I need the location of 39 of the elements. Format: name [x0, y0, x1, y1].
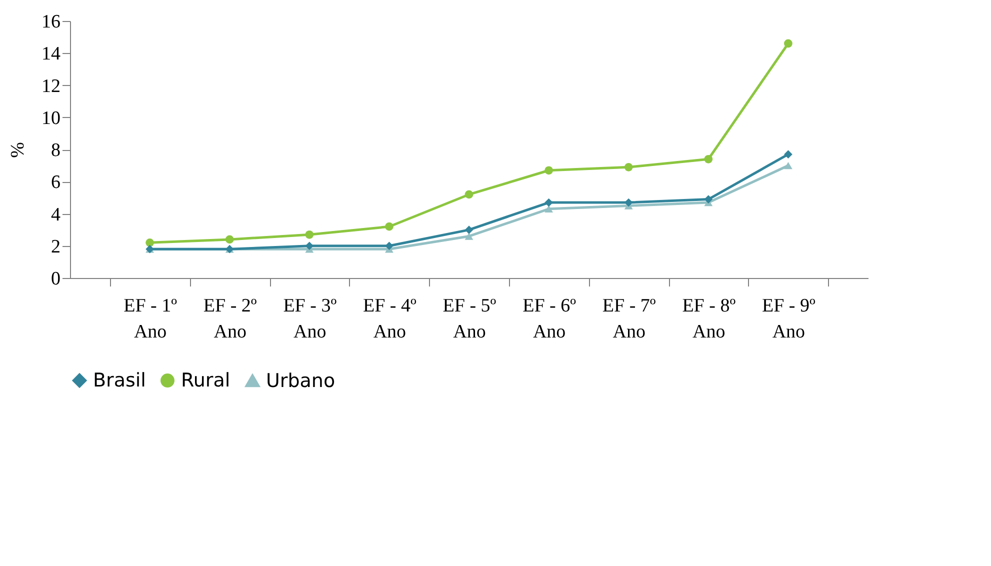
x-tick-label: EF - 3º Ano	[283, 296, 337, 342]
point	[146, 238, 154, 247]
point	[464, 232, 474, 240]
point	[305, 230, 314, 239]
point	[544, 166, 553, 175]
point	[784, 162, 792, 170]
point	[624, 162, 633, 172]
point	[464, 190, 474, 199]
point	[385, 222, 394, 231]
y-axis-title: %	[8, 142, 28, 158]
x-tick-label: EF - 9º Ano	[762, 296, 816, 342]
y-tick-label: 4	[51, 204, 61, 226]
point	[544, 205, 553, 213]
point	[784, 150, 792, 158]
legend-label: Brasil	[93, 370, 146, 392]
point	[784, 39, 792, 48]
point	[225, 235, 234, 244]
x-tick-label: EF - 6º Ano	[522, 296, 576, 342]
point	[704, 195, 713, 204]
point	[464, 226, 474, 234]
legend-label: Urbano	[266, 370, 336, 392]
y-tick-label: 16	[42, 12, 60, 32]
y-tick-label: 6	[51, 172, 60, 194]
y-tick-label: 12	[42, 76, 60, 97]
x-tick-label: EF - 1º Ano	[124, 296, 178, 342]
y-tick-label: 0	[51, 268, 60, 290]
y-tick-label: 8	[51, 140, 60, 161]
x-tick-label: EF - 2º Ano	[203, 296, 257, 342]
point	[544, 198, 553, 207]
point	[704, 154, 713, 164]
x-tick-label: EF - 4º Ano	[362, 296, 416, 342]
y-tick-label: 14	[42, 44, 61, 65]
y-tick-label: 10	[42, 108, 60, 129]
legend-label: Rural	[181, 370, 230, 392]
x-tick-label: EF - 5º Ano	[442, 296, 496, 342]
x-tick-label: EF - 8º Ano	[682, 296, 736, 342]
y-tick-label: 2	[51, 236, 60, 258]
x-tick-label: EF - 7º Ano	[602, 296, 656, 342]
point	[385, 242, 394, 250]
